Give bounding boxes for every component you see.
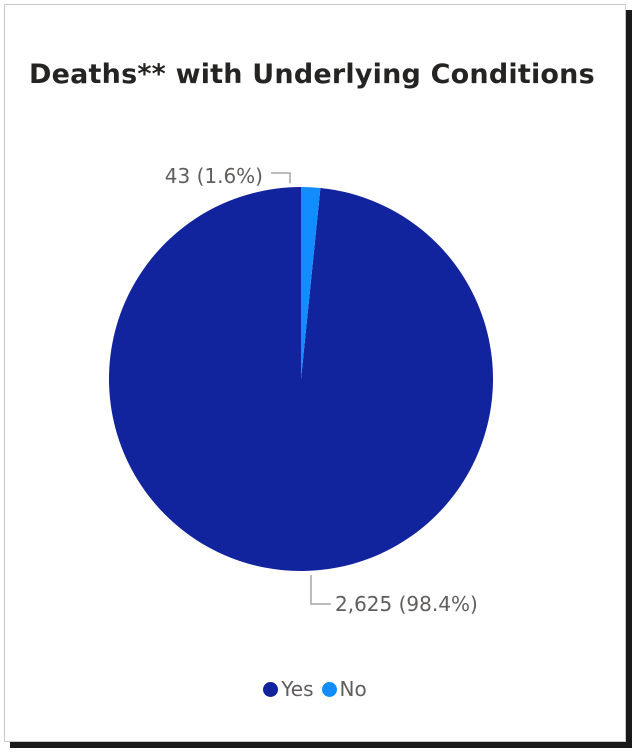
pie-chart: 2,625 (98.4%) 43 (1.6%) (109, 164, 494, 616)
legend-swatch-yes (263, 681, 279, 697)
leader-line-yes (310, 575, 331, 605)
legend-label-no: No (339, 677, 367, 701)
leader-line-no (271, 172, 291, 184)
leader-lines (271, 172, 331, 605)
legend-item-no[interactable]: No (321, 677, 367, 701)
chart-card: Deaths** with Underlying Conditions 2,62… (4, 4, 626, 742)
pie-slices (109, 187, 494, 571)
legend-item-yes[interactable]: Yes (263, 677, 314, 701)
pie-slice-no[interactable] (301, 187, 321, 379)
data-label-yes: 2,625 (98.4%) (335, 592, 478, 616)
pie-slice-yes[interactable] (109, 187, 494, 571)
legend: Yes No (5, 677, 625, 701)
chart-title: Deaths** with Underlying Conditions (29, 59, 595, 90)
legend-swatch-no (321, 681, 337, 697)
legend-label-yes: Yes (281, 677, 314, 701)
data-label-no: 43 (1.6%) (165, 164, 263, 188)
